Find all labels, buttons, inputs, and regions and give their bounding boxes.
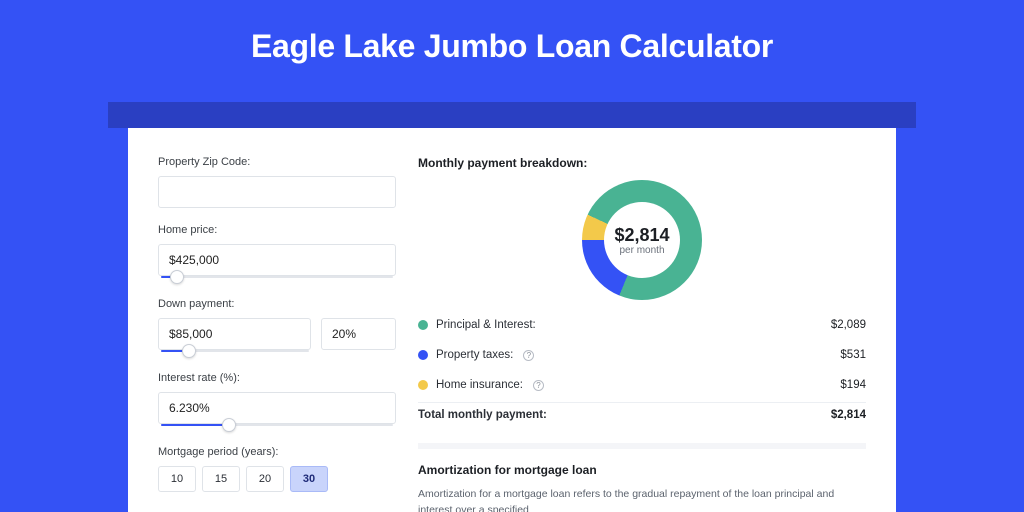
field-zip: Property Zip Code: [158,156,396,208]
interest-rate-label: Interest rate (%): [158,372,396,384]
field-interest-rate: Interest rate (%): [158,372,396,430]
legend-left: Principal & Interest: [418,319,536,331]
zip-label: Property Zip Code: [158,156,396,168]
breakdown-column: Monthly payment breakdown: $2,814 per mo… [418,156,866,512]
legend-label: Property taxes: [436,349,513,361]
breakdown-title: Monthly payment breakdown: [418,156,866,170]
panel-shadow [108,102,916,128]
zip-input[interactable] [158,176,396,208]
legend-left: Home insurance:? [418,379,544,391]
donut-center: $2,814 per month [604,202,680,278]
amortization-section: Amortization for mortgage loan Amortizat… [418,443,866,512]
info-icon[interactable]: ? [523,350,534,361]
mortgage-period-label: Mortgage period (years): [158,446,396,458]
donut-chart-wrap: $2,814 per month [418,180,866,300]
page-title: Eagle Lake Jumbo Loan Calculator [0,0,1024,83]
legend-dot-icon [418,380,428,390]
total-value: $2,814 [831,409,866,421]
form-column: Property Zip Code: Home price: Down paym… [158,156,396,512]
slider-thumb[interactable] [170,270,184,284]
breakdown-total-row: Total monthly payment: $2,814 [418,402,866,421]
legend-row-home_insurance: Home insurance:? $194 [418,370,866,400]
home-price-input[interactable] [158,244,396,276]
legend-dot-icon [418,320,428,330]
slider-thumb[interactable] [222,418,236,432]
period-option-10[interactable]: 10 [158,466,196,492]
amortization-title: Amortization for mortgage loan [418,463,866,477]
page-background: Eagle Lake Jumbo Loan Calculator Propert… [0,0,1024,512]
mortgage-period-options: 10152030 [158,466,396,492]
period-option-20[interactable]: 20 [246,466,284,492]
legend-label: Principal & Interest: [436,319,536,331]
period-option-15[interactable]: 15 [202,466,240,492]
legend-label: Home insurance: [436,379,523,391]
down-payment-label: Down payment: [158,298,396,310]
down-payment-input[interactable] [158,318,311,350]
interest-rate-input[interactable] [158,392,396,424]
info-icon[interactable]: ? [533,380,544,391]
down-payment-pct-input[interactable] [321,318,396,350]
legend-value: $2,089 [831,319,866,331]
breakdown-legend: Principal & Interest: $2,089 Property taxe… [418,310,866,400]
legend-value: $194 [840,379,866,391]
field-home-price: Home price: [158,224,396,282]
interest-rate-slider[interactable] [158,422,396,430]
home-price-label: Home price: [158,224,396,236]
donut-amount: $2,814 [614,225,669,246]
legend-row-property_taxes: Property taxes:? $531 [418,340,866,370]
field-down-payment: Down payment: [158,298,396,356]
donut-sublabel: per month [619,245,664,256]
home-price-slider[interactable] [158,274,396,282]
legend-dot-icon [418,350,428,360]
period-option-30[interactable]: 30 [290,466,328,492]
slider-thumb[interactable] [182,344,196,358]
amortization-text: Amortization for a mortgage loan refers … [418,487,866,512]
total-label: Total monthly payment: [418,409,547,421]
slider-track [161,276,393,278]
down-payment-slider[interactable] [158,348,312,356]
legend-left: Property taxes:? [418,349,534,361]
field-mortgage-period: Mortgage period (years): 10152030 [158,446,396,492]
donut-chart: $2,814 per month [582,180,702,300]
legend-row-principal_interest: Principal & Interest: $2,089 [418,310,866,340]
legend-value: $531 [840,349,866,361]
calculator-panel: Property Zip Code: Home price: Down paym… [128,128,896,512]
